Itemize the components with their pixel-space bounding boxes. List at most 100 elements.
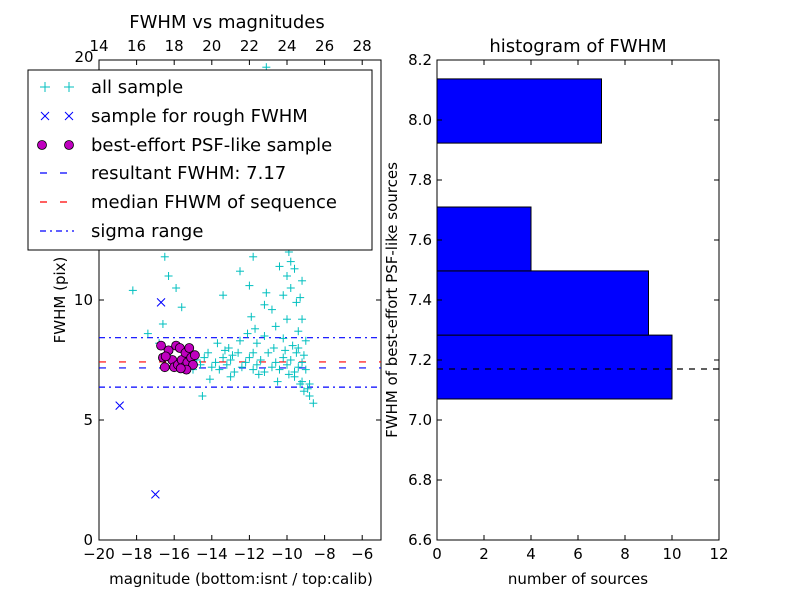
all-sample-point bbox=[271, 358, 280, 367]
right-plot-xlabel: number of sources bbox=[508, 570, 648, 588]
rough-sample-point bbox=[115, 401, 125, 410]
right-plot-title: histogram of FWHM bbox=[489, 36, 666, 57]
y-tick-label: 7.8 bbox=[408, 171, 432, 189]
all-sample-point bbox=[247, 312, 256, 321]
all-sample-point bbox=[211, 358, 220, 367]
all-sample-point bbox=[158, 320, 167, 328]
all-sample-point bbox=[204, 348, 213, 357]
all-sample-point bbox=[298, 276, 307, 285]
y-tick-label: 6.6 bbox=[408, 531, 432, 549]
all-sample-point bbox=[305, 380, 314, 388]
all-sample-point bbox=[219, 291, 228, 300]
best-effort-point bbox=[156, 340, 166, 351]
y-tick-label: 7.0 bbox=[408, 411, 432, 429]
all-sample-point bbox=[254, 370, 263, 379]
all-sample-point bbox=[279, 334, 288, 343]
x-tick-label: 0 bbox=[432, 545, 442, 563]
all-sample-point bbox=[271, 322, 280, 331]
best-effort-point bbox=[160, 351, 171, 362]
legend-label: resultant FWHM: 7.17 bbox=[91, 163, 286, 184]
all-sample-point bbox=[249, 252, 258, 261]
all-sample-point bbox=[301, 365, 310, 374]
legend-label: median FHWM of sequence bbox=[91, 192, 337, 213]
x-tick-label: −12 bbox=[234, 545, 266, 563]
y-tick-label: 7.4 bbox=[408, 291, 432, 309]
right-axis-ticks: 0 2 4 6 8 10 12 6.6 6.8 7.0 7.2 7.4 7.6 7.8 8.0 8.2 bbox=[408, 51, 728, 563]
all-sample-point bbox=[298, 315, 307, 324]
all-sample-point bbox=[286, 284, 295, 292]
all-sample-point bbox=[296, 293, 305, 302]
all-sample-point bbox=[298, 358, 307, 367]
all-sample-point bbox=[177, 303, 186, 312]
x-tick-label: −20 bbox=[83, 545, 115, 563]
rough-sample-point bbox=[156, 298, 166, 307]
best-effort-point bbox=[189, 350, 200, 361]
all-sample-point bbox=[267, 305, 276, 314]
all-sample-point bbox=[294, 327, 303, 336]
left-reference-lines bbox=[99, 337, 381, 388]
x-tick-label: 4 bbox=[526, 545, 536, 563]
x-tick-label: 12 bbox=[709, 545, 728, 563]
histogram-bars bbox=[437, 78, 673, 400]
all-sample-point bbox=[305, 392, 314, 400]
all-sample-point bbox=[298, 377, 307, 386]
all-sample-point bbox=[226, 356, 235, 364]
x-tick-label: −8 bbox=[314, 545, 336, 563]
histogram-bar bbox=[437, 270, 649, 336]
top-tick-label: 14 bbox=[89, 37, 108, 55]
all-sample-point bbox=[292, 298, 301, 307]
all-sample-point bbox=[299, 351, 308, 360]
all-sample-point bbox=[283, 315, 291, 324]
all-sample-point bbox=[230, 368, 239, 376]
x-tick-label: −18 bbox=[121, 545, 153, 563]
all-sample-point bbox=[262, 288, 271, 297]
all-sample-point bbox=[160, 252, 169, 261]
all-sample-point bbox=[198, 392, 207, 400]
all-sample-point bbox=[234, 348, 243, 357]
all-sample-point bbox=[267, 363, 276, 372]
left-plot-xlabel: magnitude (bottom:isnt / top:calib) bbox=[109, 570, 373, 588]
all-sample-point bbox=[219, 353, 228, 362]
x-stroke bbox=[115, 401, 125, 410]
best-effort-point bbox=[188, 359, 198, 370]
legend-box bbox=[27, 69, 373, 251]
histogram-bar bbox=[437, 78, 602, 144]
rough-sample-point bbox=[151, 490, 160, 499]
top-tick-label: 24 bbox=[277, 37, 296, 55]
legend-item-rough-sample: sample for rough FWHM bbox=[40, 106, 308, 127]
top-tick-label: 26 bbox=[315, 37, 334, 55]
legend: all sample sample for rough FWHM best-ef… bbox=[27, 69, 373, 251]
all-sample-point bbox=[294, 363, 303, 372]
all-sample-point bbox=[200, 353, 209, 362]
right-plot: 0 2 4 6 8 10 12 6.6 6.8 7.0 7.2 7.4 7.6 7.8 8.0 8.2 his… bbox=[383, 36, 729, 588]
top-axis-corner-label: 20 bbox=[74, 48, 93, 66]
all-sample-point bbox=[286, 356, 295, 364]
circle-marker-icon bbox=[37, 140, 74, 150]
legend-item-sigma: sigma range bbox=[40, 221, 203, 242]
all-sample-point bbox=[237, 363, 246, 372]
all-sample-point bbox=[226, 372, 235, 381]
all-sample-point bbox=[143, 329, 152, 338]
all-sample-point bbox=[164, 272, 173, 280]
all-sample-point bbox=[172, 284, 181, 292]
all-sample-point bbox=[256, 356, 265, 364]
legend-item-median: median FHWM of sequence bbox=[40, 192, 337, 213]
top-tick-label: 22 bbox=[240, 37, 259, 55]
all-sample-point bbox=[128, 286, 137, 295]
left-plot-ylabel: FWHM (pix) bbox=[51, 257, 69, 344]
plus-marker-icon bbox=[40, 82, 74, 92]
all-sample-point bbox=[301, 336, 310, 345]
left-plot-title: FWHM vs magnitudes bbox=[129, 12, 324, 33]
x-marker-icon bbox=[40, 111, 74, 121]
all-sample-point bbox=[220, 346, 229, 355]
y-tick-label: 5 bbox=[83, 411, 93, 429]
legend-label: sigma range bbox=[91, 221, 203, 242]
y-tick-label: 0 bbox=[83, 531, 93, 549]
histogram-bar bbox=[437, 206, 532, 272]
x-tick-label: 6 bbox=[573, 545, 583, 563]
all-sample-point bbox=[273, 377, 282, 386]
all-sample-point bbox=[290, 264, 299, 273]
all-sample-point bbox=[286, 257, 295, 266]
right-plot-ylabel: FWHM of best-effort PSF-like sources bbox=[383, 162, 401, 438]
